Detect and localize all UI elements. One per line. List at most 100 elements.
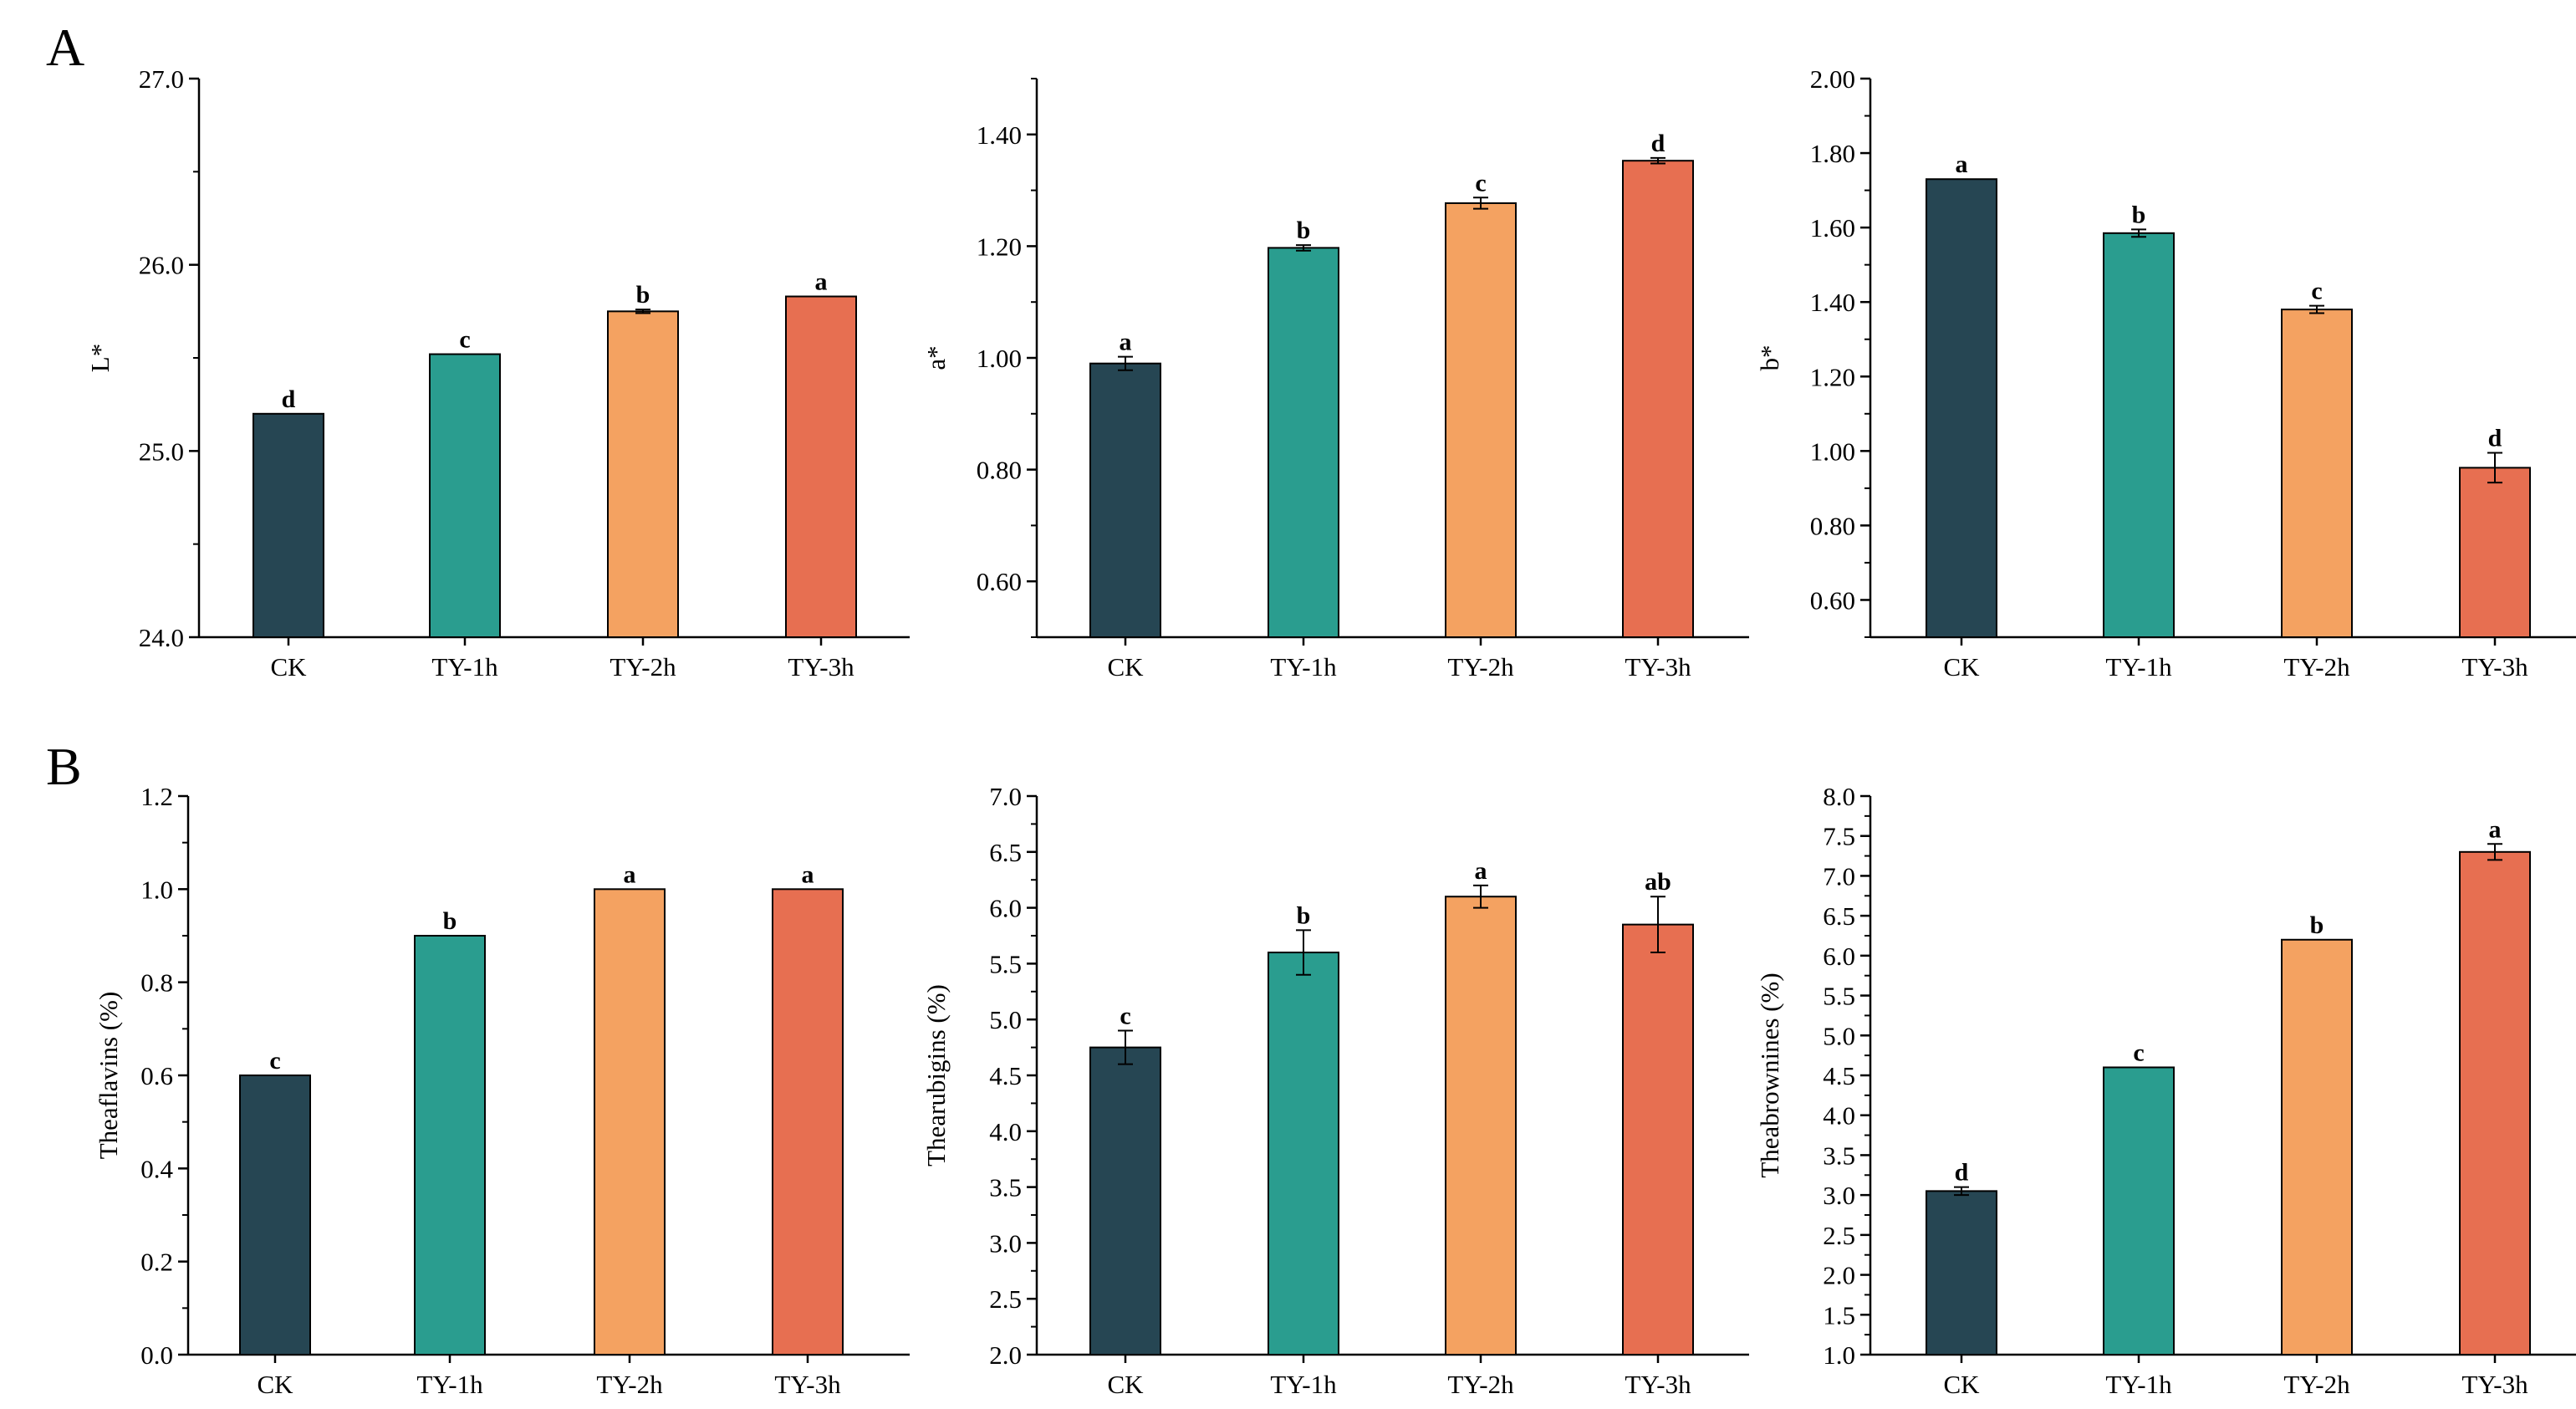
significance-letter: a bbox=[802, 860, 814, 888]
y-tick-label: 3.5 bbox=[1823, 1141, 1855, 1170]
significance-letter: c bbox=[1120, 1003, 1130, 1030]
significance-letter: b bbox=[1297, 901, 1311, 929]
y-tick-label: 4.5 bbox=[989, 1061, 1022, 1090]
bar-ty-1h bbox=[414, 935, 486, 1355]
chart-5: 2.0 2.5 3.0 3.5 4.0 4.5 5.0 5.5 6.0 6.5 7.0 Thearub… bbox=[921, 782, 1749, 1399]
x-tick-label: TY-1h bbox=[416, 1370, 483, 1399]
y-axis-label: Theabrownines (%) bbox=[1755, 973, 1784, 1177]
y-tick-label: 26.0 bbox=[139, 251, 184, 280]
bar-ty-2h bbox=[594, 888, 666, 1356]
bar-ty-3h bbox=[1622, 923, 1694, 1355]
significance-letter: c bbox=[1475, 169, 1486, 197]
bar-ty-1h bbox=[1268, 952, 1339, 1356]
bar-ck bbox=[252, 412, 324, 638]
bar-ty-3h bbox=[772, 888, 844, 1356]
x-tick-label: TY-3h bbox=[1625, 652, 1691, 682]
y-tick-label: 27.0 bbox=[139, 64, 184, 94]
significance-letter: a bbox=[1956, 151, 1968, 178]
panel-label-b: B bbox=[46, 737, 82, 796]
chart-6: 1.0 1.5 2.0 2.5 3.0 3.5 4.0 4.5 5.0 5.5 6.0 6.5 7.0 7… bbox=[1755, 782, 2576, 1399]
y-tick-label: 0.2 bbox=[140, 1248, 173, 1277]
significance-letter: a bbox=[815, 268, 828, 296]
y-tick-label: 3.5 bbox=[989, 1173, 1022, 1202]
y-tick-label: 0.6 bbox=[140, 1061, 173, 1090]
significance-letter: a bbox=[2489, 815, 2502, 843]
bar-ty-1h bbox=[2103, 232, 2175, 638]
y-tick-label: 1.00 bbox=[1810, 436, 1855, 466]
y-tick-label: 5.0 bbox=[1823, 1021, 1855, 1050]
x-tick-label: CK bbox=[257, 1370, 293, 1399]
bar-ck bbox=[1926, 178, 1997, 639]
significance-letter: d bbox=[1651, 130, 1665, 157]
y-tick-label: 2.0 bbox=[989, 1340, 1022, 1370]
y-tick-label: 25.0 bbox=[139, 436, 184, 466]
significance-letter: ab bbox=[1645, 868, 1671, 896]
x-tick-label: CK bbox=[1943, 1370, 1980, 1399]
bar-ty-1h bbox=[1268, 247, 1339, 638]
bar-ty-2h bbox=[607, 310, 679, 638]
y-axis-label: L* bbox=[85, 344, 115, 372]
y-tick-label: 0.8 bbox=[140, 968, 173, 998]
bar-ck bbox=[1089, 1046, 1161, 1355]
y-tick-label: 6.0 bbox=[989, 894, 1022, 923]
chart-grid: 24.0 25.0 26.0 27.0 L* d CK c TY-1h b TY-2h a TY-3h 0… bbox=[85, 64, 2576, 1399]
bar-ty-1h bbox=[429, 353, 501, 638]
x-tick-label: TY-2h bbox=[2283, 652, 2350, 682]
significance-letter: d bbox=[282, 385, 296, 413]
x-tick-label: TY-1h bbox=[431, 652, 498, 682]
significance-letter: d bbox=[1955, 1159, 1969, 1187]
bar-ty-3h bbox=[2459, 467, 2531, 639]
x-tick-label: CK bbox=[1107, 1370, 1144, 1399]
significance-letter: b bbox=[2310, 911, 2324, 939]
y-axis-label: Theaflavins (%) bbox=[94, 992, 123, 1160]
y-tick-label: 0.80 bbox=[1810, 511, 1855, 540]
x-tick-label: TY-2h bbox=[1447, 652, 1514, 682]
y-tick-label: 1.2 bbox=[140, 782, 173, 811]
x-tick-label: CK bbox=[1943, 652, 1980, 682]
bar-ty-2h bbox=[1445, 896, 1517, 1355]
bar-ck bbox=[239, 1075, 311, 1355]
chart-3: 0.60 0.80 1.00 1.20 1.40 1.60 1.80 2.00 b* a CK b TY… bbox=[1755, 64, 2576, 682]
significance-letter: d bbox=[2488, 425, 2502, 452]
significance-letter: b bbox=[636, 281, 650, 309]
y-tick-label: 7.5 bbox=[1823, 822, 1855, 851]
y-tick-label: 1.0 bbox=[1823, 1340, 1855, 1370]
x-tick-label: TY-3h bbox=[774, 1370, 841, 1399]
bar-ck bbox=[1089, 362, 1161, 638]
x-tick-label: TY-3h bbox=[788, 652, 854, 682]
y-tick-label: 4.0 bbox=[1823, 1101, 1855, 1131]
x-tick-label: TY-1h bbox=[1270, 652, 1337, 682]
bar-ck bbox=[1926, 1190, 1997, 1356]
significance-letter: a bbox=[1475, 857, 1487, 885]
x-tick-label: TY-3h bbox=[2461, 652, 2528, 682]
y-tick-label: 1.60 bbox=[1810, 213, 1855, 242]
y-tick-label: 7.0 bbox=[989, 782, 1022, 811]
y-tick-label: 3.0 bbox=[1823, 1181, 1855, 1210]
y-tick-label: 4.0 bbox=[989, 1117, 1022, 1146]
significance-letter: b bbox=[1297, 217, 1311, 244]
x-tick-label: TY-2h bbox=[1447, 1370, 1514, 1399]
bar-ty-2h bbox=[2281, 309, 2353, 638]
y-tick-label: 1.20 bbox=[1810, 362, 1855, 391]
x-tick-label: TY-3h bbox=[2461, 1370, 2528, 1399]
significance-letter: b bbox=[443, 907, 457, 935]
y-tick-label: 1.00 bbox=[977, 344, 1022, 373]
y-axis-label: Thearubigins (%) bbox=[921, 984, 951, 1167]
y-tick-label: 6.0 bbox=[1823, 942, 1855, 971]
y-tick-label: 0.60 bbox=[1810, 585, 1855, 615]
y-tick-label: 24.0 bbox=[139, 623, 184, 652]
y-axis-label: b* bbox=[1755, 345, 1784, 371]
significance-letter: b bbox=[2132, 201, 2146, 228]
x-tick-label: TY-1h bbox=[2105, 652, 2172, 682]
significance-letter: c bbox=[2133, 1039, 2144, 1066]
chart-1: 24.0 25.0 26.0 27.0 L* d CK c TY-1h b TY-2h a TY-3h bbox=[85, 64, 910, 682]
significance-letter: c bbox=[459, 326, 470, 354]
y-tick-label: 8.0 bbox=[1823, 782, 1855, 811]
y-axis-label: a* bbox=[921, 345, 951, 370]
significance-letter: a bbox=[1120, 329, 1132, 356]
bar-ty-2h bbox=[2281, 938, 2353, 1356]
y-tick-label: 1.5 bbox=[1823, 1300, 1855, 1330]
significance-letter: a bbox=[624, 860, 636, 888]
x-tick-label: TY-2h bbox=[2283, 1370, 2350, 1399]
